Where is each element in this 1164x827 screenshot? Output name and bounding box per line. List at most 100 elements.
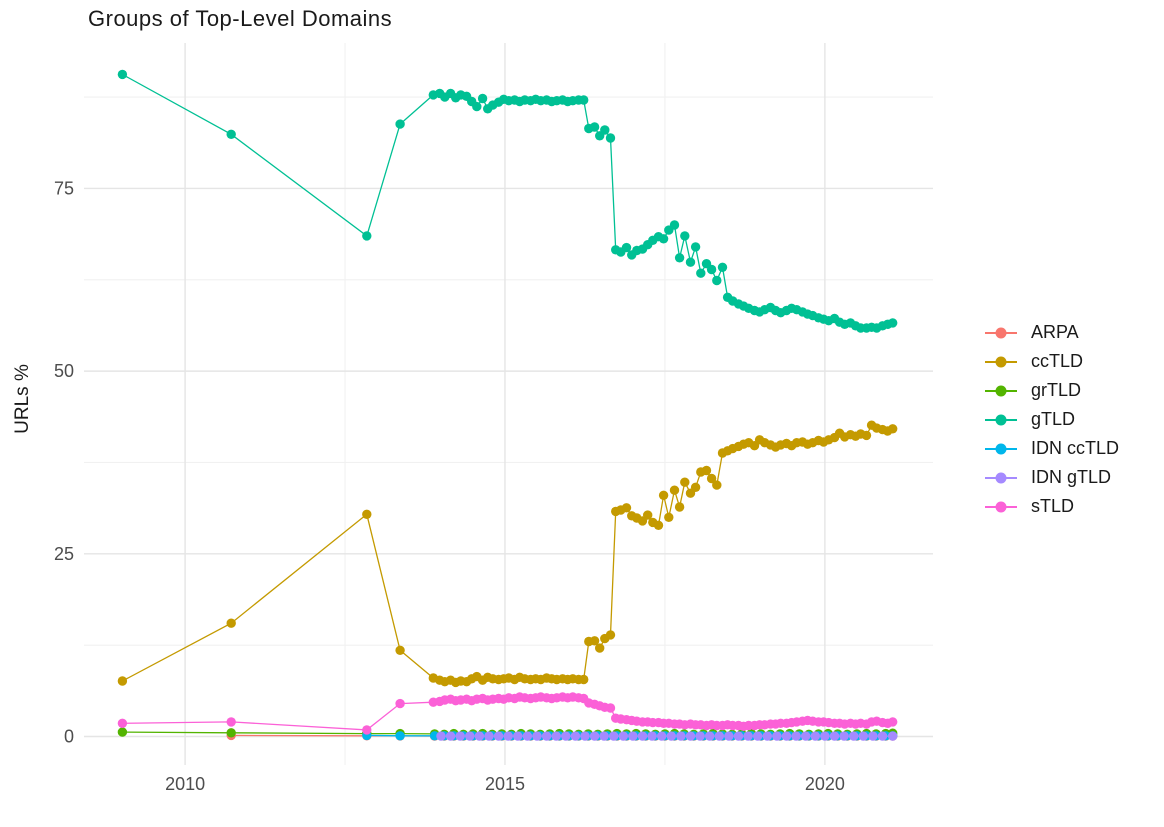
data-point-cctld [706, 473, 717, 484]
data-point-gtld [117, 69, 128, 80]
legend-key-cctld [985, 356, 1017, 367]
data-point-idn-gtld [513, 731, 523, 741]
data-point-gtld [362, 231, 372, 241]
data-point-gtld [621, 242, 632, 253]
data-point-cctld [579, 674, 589, 685]
legend-key-idn-gtld [985, 472, 1017, 483]
data-point-cctld [589, 636, 600, 646]
chart-title: Groups of Top-Level Domains [88, 6, 393, 31]
data-point-cctld [621, 503, 632, 513]
data-point-idn-gtld [839, 731, 849, 741]
data-point-gtld [477, 93, 488, 104]
data-point-gtld [680, 231, 690, 241]
legend-label-arpa: ARPA [1031, 322, 1079, 342]
legend-item-cctld: ccTLD [984, 347, 1119, 376]
data-point-idn-gtld [820, 731, 830, 741]
data-point-idn-gtld [733, 731, 744, 741]
data-point-cctld [117, 676, 128, 686]
data-point-stld [362, 725, 372, 735]
data-point-cctld [605, 630, 616, 640]
data-point-gtld [472, 101, 482, 112]
data-point-idn-gtld [801, 731, 811, 741]
data-point-idn-gtld [829, 731, 840, 741]
grid-major [84, 43, 933, 765]
data-point-cctld [669, 485, 680, 495]
data-point-idn-gtld [868, 731, 878, 741]
data-point-cctld [861, 430, 872, 441]
legend-key-idn-cctld [985, 443, 1017, 454]
data-point-grtld [226, 728, 236, 738]
data-point-idn-gtld [685, 731, 696, 741]
data-point-idn-gtld [772, 731, 782, 741]
data-point-cctld [653, 520, 664, 530]
data-point-cctld [658, 490, 669, 500]
data-point-idn-gtld [714, 731, 724, 741]
data-point-idn-gtld [522, 731, 533, 741]
data-point-idn-gtld [445, 731, 456, 741]
data-point-idn-gtld [436, 731, 446, 741]
data-point-cctld [680, 477, 690, 487]
legend-key-arpa [985, 327, 1017, 338]
series-cctld [117, 420, 898, 688]
data-point-stld [605, 703, 616, 713]
data-point-idn-gtld [743, 731, 753, 741]
data-point-idn-gtld [503, 731, 513, 741]
series-idn-gtld [436, 731, 898, 741]
data-point-idn-gtld [657, 731, 667, 741]
y-tick-label: 25 [54, 544, 74, 564]
data-point-idn-gtld [609, 731, 619, 741]
y-axis-tick-labels: 0 25 50 75 [54, 178, 74, 746]
y-tick-label: 50 [54, 361, 74, 381]
data-point-cctld [226, 618, 236, 628]
x-tick-label: 2010 [165, 774, 205, 794]
legend-key-stld [985, 501, 1017, 512]
legend-label-stld: sTLD [1031, 496, 1075, 516]
data-point-idn-gtld [647, 731, 657, 741]
data-point-cctld [395, 645, 405, 655]
data-point-gtld [600, 125, 610, 135]
legend-item-gtld: gTLD [984, 405, 1119, 434]
data-point-idn-gtld [676, 731, 686, 741]
data-point-idn-gtld [474, 731, 485, 741]
data-point-idn-gtld [570, 731, 581, 741]
data-point-idn-gtld [791, 731, 801, 741]
data-point-gtld [395, 119, 405, 129]
data-point-cctld [664, 512, 674, 522]
legend-label-grtld: grTLD [1031, 380, 1082, 400]
data-point-idn-gtld [484, 731, 494, 741]
data-point-idn-gtld [455, 731, 465, 741]
grid-minor [84, 43, 933, 765]
data-point-gtld [717, 262, 728, 272]
data-point-idn-cctld [395, 731, 405, 741]
data-point-idn-gtld [888, 731, 898, 741]
data-point-idn-gtld [695, 731, 705, 741]
legend-item-stld: sTLD [984, 492, 1119, 521]
data-point-cctld [595, 643, 605, 653]
legend-label-idn-cctld: IDN ccTLD [1031, 438, 1120, 458]
y-tick-label: 0 [64, 727, 74, 747]
legend: ARPA ccTLD grTLD gTLD IDN ccTLD IDN gTLD sTLD [984, 318, 1119, 521]
x-axis-tick-labels: 2010 2015 2020 [165, 774, 845, 794]
data-point-idn-gtld [561, 731, 571, 741]
legend-key-grtld [985, 385, 1017, 396]
data-point-stld [117, 718, 128, 728]
legend-item-grtld: grTLD [984, 376, 1119, 405]
data-point-gtld [605, 133, 616, 143]
data-point-cctld [712, 480, 722, 490]
data-point-idn-gtld [599, 731, 609, 741]
data-point-stld [395, 698, 405, 709]
data-point-idn-gtld [493, 731, 504, 741]
data-point-gtld [226, 129, 236, 139]
data-point-idn-gtld [810, 731, 820, 741]
series-gtld [117, 69, 898, 333]
legend-label-gtld: gTLD [1031, 409, 1076, 429]
data-point-idn-gtld [705, 731, 715, 741]
data-point-idn-gtld [589, 731, 600, 741]
y-tick-label: 75 [54, 178, 74, 198]
legend-item-arpa: ARPA [984, 318, 1119, 347]
data-point-gtld [674, 253, 685, 263]
x-tick-label: 2020 [805, 774, 845, 794]
data-point-idn-gtld [628, 731, 638, 741]
